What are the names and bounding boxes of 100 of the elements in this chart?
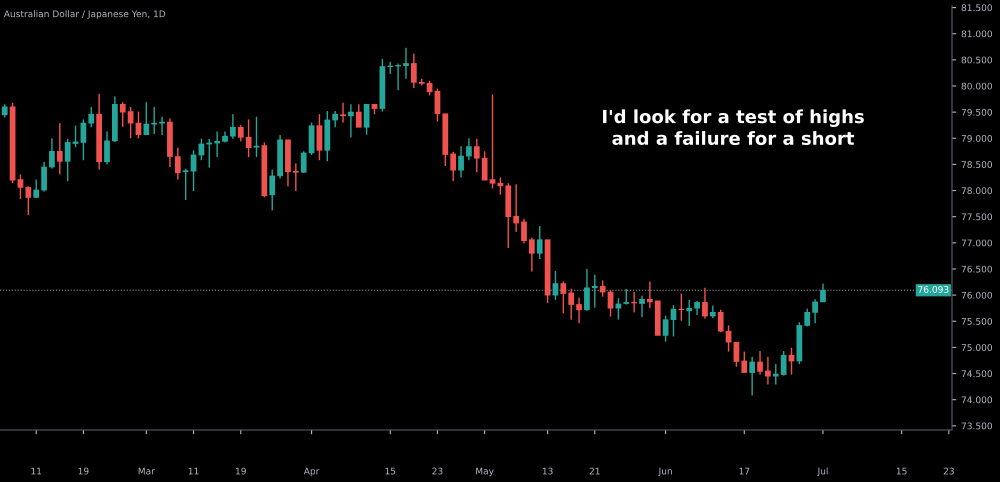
candlestick — [639, 294, 645, 318]
candlestick — [702, 287, 708, 320]
candlestick — [718, 309, 724, 333]
candlestick — [498, 176, 504, 196]
candlestick — [198, 138, 204, 161]
x-tick-label: 15 — [385, 468, 396, 474]
candlestick — [434, 88, 440, 122]
candlestick — [143, 102, 150, 136]
candlestick — [364, 104, 370, 136]
candlestick — [348, 104, 354, 138]
candlestick — [25, 186, 32, 216]
candlestick — [387, 61, 394, 75]
y-tick-label: 80.500 — [962, 56, 992, 64]
candlestick — [780, 350, 786, 376]
candlestick — [403, 47, 409, 80]
candlestick — [18, 174, 24, 200]
x-tick-label: 13 — [542, 468, 553, 474]
y-tick-label: 81.500 — [962, 4, 992, 12]
candlestick — [104, 130, 110, 166]
candlestick — [647, 280, 653, 309]
candlestick — [80, 118, 86, 161]
candlestick — [49, 138, 55, 170]
y-tick-label: 77.500 — [962, 213, 992, 220]
candlestick — [616, 298, 622, 320]
candlestick — [174, 146, 181, 180]
x-tick-label: 23 — [944, 468, 954, 474]
x-tick-label: 19 — [236, 468, 246, 474]
candlestick — [410, 52, 417, 89]
y-tick-label: 79.500 — [962, 108, 992, 116]
y-tick-label: 78.000 — [962, 187, 992, 194]
candlestick — [136, 110, 142, 139]
candlestick — [757, 350, 763, 376]
candlestick — [670, 304, 676, 338]
y-tick-label: 73.500 — [962, 422, 992, 430]
x-tick-label: 11 — [31, 468, 42, 474]
candlestick — [230, 114, 236, 140]
y-tick-label: 78.500 — [962, 161, 992, 168]
candlestick — [631, 291, 638, 314]
x-tick-label: 11 — [188, 468, 198, 474]
x-tick-label: 19 — [78, 468, 89, 474]
candlestick — [56, 122, 63, 176]
candlestick — [804, 308, 810, 328]
candlestick — [426, 80, 432, 96]
candlestick — [2, 104, 8, 118]
candlestick — [710, 304, 716, 319]
candlestick — [560, 280, 566, 314]
candlestick — [128, 106, 134, 139]
chart-title: Australian Dollar / Japanese Yen, 1D — [4, 10, 166, 19]
candlestick — [812, 298, 818, 324]
candlestick — [222, 130, 228, 144]
candlestick — [608, 290, 614, 318]
x-tick-label: Apr — [304, 468, 320, 476]
candlestick — [450, 151, 456, 182]
x-tick-label: 15 — [896, 468, 907, 474]
ref-line-label: 76.093 — [918, 286, 948, 293]
candlestick — [662, 314, 668, 342]
candlestick — [120, 102, 126, 128]
x-tick-label: 23 — [432, 468, 442, 474]
candlestick — [694, 300, 700, 316]
candlestick — [600, 280, 606, 298]
candlestick — [88, 106, 94, 128]
y-tick-label: 74.000 — [962, 396, 992, 404]
x-tick-label: Mar — [138, 468, 155, 474]
candlestick — [64, 138, 71, 182]
candlestick — [340, 102, 346, 124]
candlestick — [772, 363, 779, 386]
candlestick — [33, 178, 40, 199]
candlestick — [238, 124, 244, 142]
y-tick-label: 77.000 — [962, 240, 992, 246]
annotation: I'd look for a test of highs and a failure for a short — [603, 109, 864, 146]
candlestick — [41, 161, 47, 192]
y-tick-label: 74.500 — [962, 370, 992, 378]
candlestick — [482, 150, 488, 181]
y-tick-label: 81.000 — [962, 30, 992, 38]
candlestick — [159, 116, 165, 136]
candlestick — [820, 282, 826, 303]
y-tick-label: 76.500 — [962, 266, 992, 273]
candlestick — [246, 118, 252, 158]
y-tick-label: 75.500 — [962, 318, 992, 325]
candlestick — [332, 110, 338, 128]
candlestick — [466, 138, 472, 161]
candlestick — [726, 324, 732, 352]
x-tick-label: Jul — [817, 468, 828, 476]
x-tick-label: 17 — [740, 468, 750, 474]
candlestick — [765, 356, 771, 386]
candlestick — [395, 62, 401, 91]
candlestick — [552, 270, 558, 301]
candlestick — [521, 218, 527, 244]
candlestick — [458, 145, 464, 178]
candlestick — [474, 138, 480, 173]
candlestick — [568, 288, 574, 320]
candlestick — [300, 150, 307, 174]
y-tick-label: 75.000 — [962, 344, 992, 351]
candlestick — [254, 116, 260, 158]
candlestick — [576, 297, 582, 324]
candlestick — [584, 268, 590, 312]
candlestick — [536, 225, 543, 260]
candlestick — [356, 104, 362, 128]
candlestick — [749, 356, 756, 396]
candlestick — [214, 130, 220, 158]
